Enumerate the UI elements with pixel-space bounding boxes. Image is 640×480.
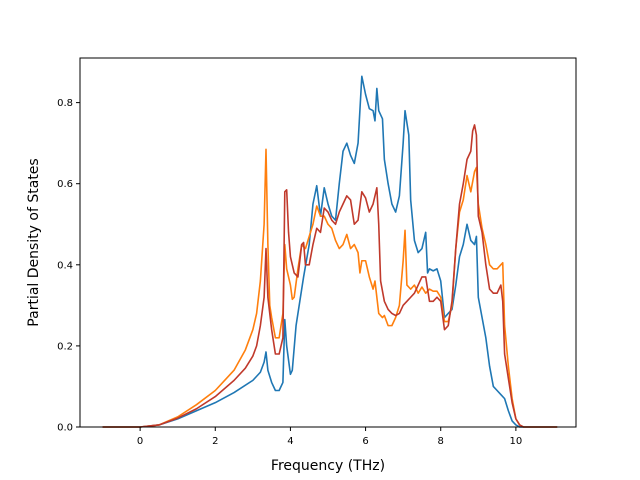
x-tick-label: 2 — [212, 436, 218, 447]
series-line-3 — [102, 124, 558, 428]
x-tick-label: 4 — [287, 436, 293, 447]
x-tick-label: 6 — [362, 436, 368, 447]
series-layer — [102, 75, 558, 428]
plot-area-background — [80, 58, 576, 427]
y-tick-label: 0.6 — [57, 179, 73, 190]
y-tick-label: 0.8 — [57, 98, 73, 109]
y-tick-label: 0.4 — [57, 260, 73, 271]
y-axis-ticks: 0.0 0.2 0.4 0.6 0.8 — [57, 98, 80, 434]
x-tick-label: 0 — [137, 436, 143, 447]
x-axis-label: Frequency (THz) — [271, 458, 385, 474]
x-tick-label: 10 — [510, 436, 523, 447]
x-axis-ticks: 0 2 4 6 8 10 — [137, 427, 522, 447]
y-tick-label: 0.2 — [57, 341, 73, 352]
y-axis-label: Partial Density of States — [26, 158, 42, 326]
y-tick-label: 0.0 — [57, 423, 73, 434]
series-line-1 — [102, 75, 558, 428]
plot-frame — [79, 57, 577, 428]
x-tick-label: 8 — [438, 436, 444, 447]
